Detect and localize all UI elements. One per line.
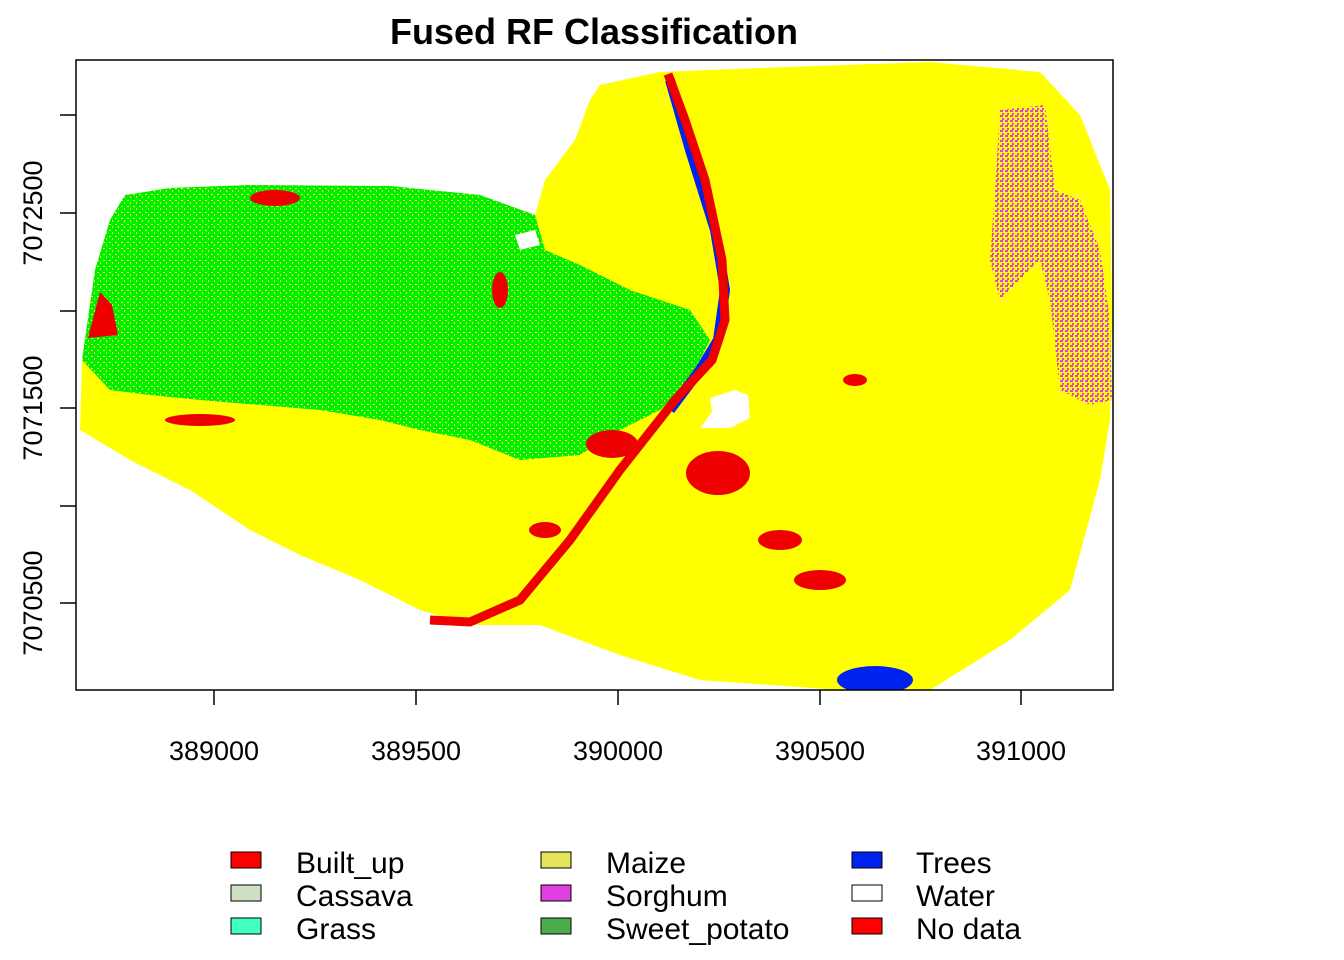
- legend-label: No data: [916, 913, 1021, 946]
- built-up-patch-7: [250, 190, 300, 206]
- y-tick-label: 7071500: [18, 355, 48, 460]
- water-patch-2: [515, 230, 540, 250]
- legend-swatch: [230, 884, 262, 902]
- legend-swatch: [540, 917, 572, 935]
- built-up-patch-5: [794, 570, 846, 590]
- built-up-patch-4: [758, 530, 802, 550]
- water-patch: [700, 390, 750, 428]
- legend-swatch: [851, 917, 883, 935]
- y-tick-label: 7072500: [18, 160, 48, 265]
- legend-swatch: [230, 917, 262, 935]
- sorghum-region: [990, 105, 1112, 405]
- x-tick-label: 389000: [169, 736, 259, 766]
- built-up-patch-3: [529, 522, 561, 538]
- legend-label: Sorghum: [606, 880, 728, 913]
- legend-label: Water: [916, 880, 995, 913]
- legend-swatch: [540, 851, 572, 869]
- built-up-patch-2: [586, 430, 638, 458]
- legend-label: Grass: [296, 913, 376, 946]
- built-up-patch-8: [165, 414, 235, 426]
- built-up-patch-6: [492, 272, 508, 308]
- x-tick-label: 391000: [976, 736, 1066, 766]
- legend-label: Sweet_potato: [606, 913, 789, 946]
- legend-label: Maize: [606, 847, 686, 880]
- y-axis: [60, 114, 76, 604]
- legend: Built_up Cassava Grass Maize Sorghum Swe…: [230, 847, 1021, 946]
- x-axis: [213, 690, 1022, 705]
- x-tick-label: 390500: [775, 736, 865, 766]
- x-tick-label: 390000: [573, 736, 663, 766]
- legend-label: Trees: [916, 847, 992, 880]
- grass-region: [82, 185, 710, 460]
- legend-swatch: [230, 851, 262, 869]
- y-tick-label: 7070500: [18, 550, 48, 655]
- legend-swatch: [540, 884, 572, 902]
- legend-label: Built_up: [296, 847, 404, 880]
- trees-cluster-south: [837, 666, 913, 690]
- built-up-patch-1: [686, 451, 750, 495]
- built-up-west: [88, 292, 118, 338]
- built-up-patch-9: [843, 374, 867, 386]
- legend-swatch: [851, 884, 883, 902]
- x-tick-label: 389500: [371, 736, 461, 766]
- legend-swatch: [851, 851, 883, 869]
- road-built-up: [429, 72, 730, 627]
- legend-label: Cassava: [296, 880, 413, 913]
- plot-frame: [75, 59, 1114, 691]
- map-title: Fused RF Classification: [390, 11, 798, 52]
- classified-raster: [80, 62, 1112, 690]
